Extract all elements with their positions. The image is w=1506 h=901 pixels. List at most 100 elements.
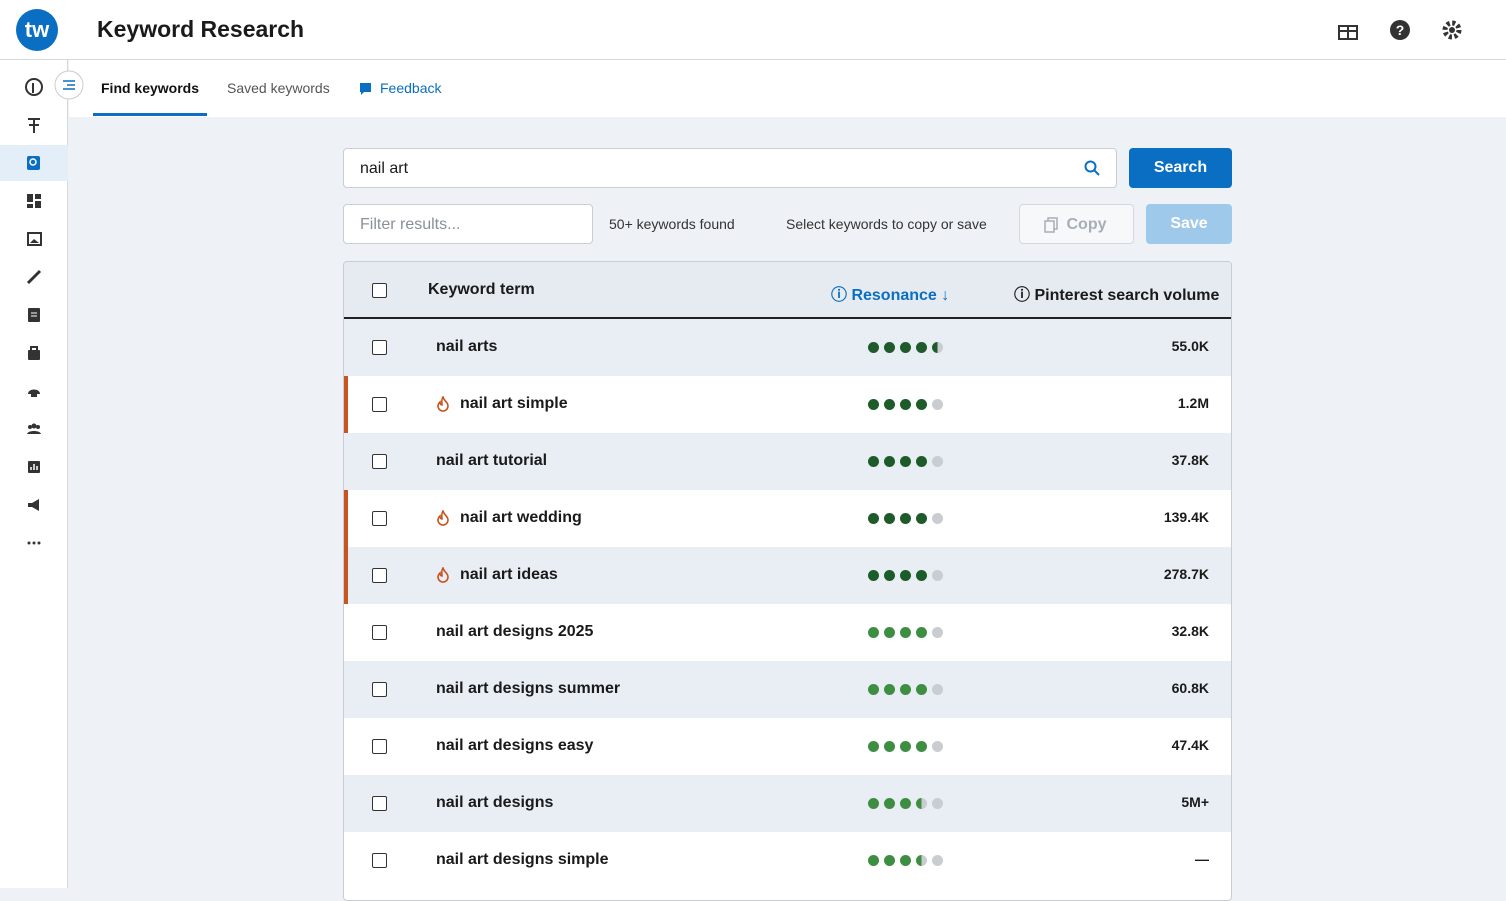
tab-indicator [93,113,207,116]
select-all-checkbox[interactable] [372,283,387,298]
keyword[interactable]: nail art tutorial [436,452,548,469]
fire-icon [437,395,449,412]
search-volume: 139.4K [1163,509,1209,525]
resonance-dots [868,832,948,889]
resonance-dot [868,456,879,467]
search-query: nail art [360,160,409,177]
gift-icon[interactable] [1337,19,1359,41]
search-volume: 60.8K [1171,680,1209,696]
collapse-button[interactable] [54,70,84,100]
row-checkbox[interactable] [372,568,387,583]
sidebar-item[interactable] [0,411,68,447]
sidebar-item[interactable] [0,335,68,371]
resonance-dot [884,684,895,695]
resonance-dot [884,855,895,866]
table-row: nail art simple 1.2M [344,376,1231,433]
keyword[interactable]: nail art designs [436,794,554,811]
table-row: nail art designs simple — [344,832,1231,889]
keyword[interactable]: nail art designs easy [436,737,594,754]
sidebar-icon [27,194,41,208]
search-input[interactable]: nail art [343,148,1117,188]
row-checkbox[interactable] [372,853,387,868]
save-button[interactable]: Save [1146,204,1232,244]
row-checkbox[interactable] [372,511,387,526]
column-header[interactable]: ⓘ Pinterest search volume [1014,287,1220,304]
resonance-dot [900,399,911,410]
resonance-dot [932,570,943,581]
row-checkbox[interactable] [372,454,387,469]
copy-button[interactable]: Copy [1019,204,1134,244]
search-volume: — [1195,851,1209,867]
tab[interactable]: Saved keywords [227,80,330,96]
column-header[interactable]: Keyword term [428,281,535,298]
trending-icon [436,509,450,531]
copy-label: Copy [1066,216,1107,233]
resonance-dot [868,513,879,524]
resonance-dot [868,627,879,638]
table-row: nail art designs summer 60.8K [344,661,1231,718]
table-row: nail arts 55.0K [344,319,1231,376]
resonance-dot [900,456,911,467]
table-row: nail art designs 2025 32.8K [344,604,1231,661]
sidebar-item[interactable] [0,449,68,485]
resonance-dots [868,547,948,604]
resonance-dot [900,798,911,809]
trending-marker [344,490,348,547]
row-checkbox[interactable] [372,625,387,640]
resonance-dot [900,855,911,866]
row-checkbox[interactable] [372,340,387,355]
sidebar-item[interactable] [0,107,68,143]
resonance-dot [900,570,911,581]
search-volume: 55.0K [1171,338,1209,354]
tab[interactable]: Feedback [380,80,442,96]
table-row: nail art wedding 139.4K [344,490,1231,547]
column-header[interactable]: ⓘ Resonance ↓ [831,287,950,304]
sidebar-item[interactable] [0,259,68,295]
keyword[interactable]: nail art ideas [460,566,558,583]
sidebar-item[interactable] [0,221,68,257]
keyword[interactable]: nail art designs 2025 [436,623,594,640]
keyword[interactable]: nail arts [436,338,498,355]
resonance-dot [868,855,879,866]
search-volume: 1.2M [1177,395,1209,411]
tab-bar: Find keywords Saved keywords Feedback [54,60,1506,117]
row-checkbox[interactable] [372,397,387,412]
filter-input[interactable]: Filter results... [343,204,593,244]
keyword[interactable]: nail art designs summer [436,680,621,697]
row-checkbox[interactable] [372,796,387,811]
table-row: nail art designs 5M+ [344,775,1231,832]
help-icon[interactable]: ? [1389,19,1411,41]
tab[interactable]: Find keywords [101,80,200,96]
search-volume: 47.4K [1171,737,1209,753]
resonance-dots [868,775,948,832]
keyword[interactable]: nail art wedding [460,509,582,526]
table-row: nail art tutorial 37.8K [344,433,1231,490]
sidebar-item[interactable] [0,373,68,409]
resonance-dot [932,855,943,866]
keyword[interactable]: nail art designs simple [436,851,609,868]
table-row: nail art designs easy 47.4K [344,718,1231,775]
sidebar-item[interactable] [0,297,68,333]
row-checkbox[interactable] [372,739,387,754]
search-volume: 32.8K [1171,623,1209,639]
sidebar-item[interactable] [0,525,68,561]
resonance-dot [868,741,879,752]
search-button[interactable]: Search [1129,148,1232,188]
sidebar-item[interactable] [0,487,68,523]
logo[interactable]: tw [16,9,58,51]
resonance-dot [916,513,927,524]
sidebar-icon [25,78,43,96]
header: tw Keyword Research ? [0,0,1506,60]
search-volume: 37.8K [1171,452,1209,468]
resonance-dots [868,433,948,490]
settings-icon[interactable] [1441,19,1463,41]
keyword[interactable]: nail art simple [460,395,568,412]
sidebar-item[interactable] [0,69,68,105]
row-checkbox[interactable] [372,682,387,697]
sidebar-item[interactable] [0,145,68,181]
resonance-dot [868,570,879,581]
sidebar-item[interactable] [0,183,68,219]
resonance-dot [868,399,879,410]
